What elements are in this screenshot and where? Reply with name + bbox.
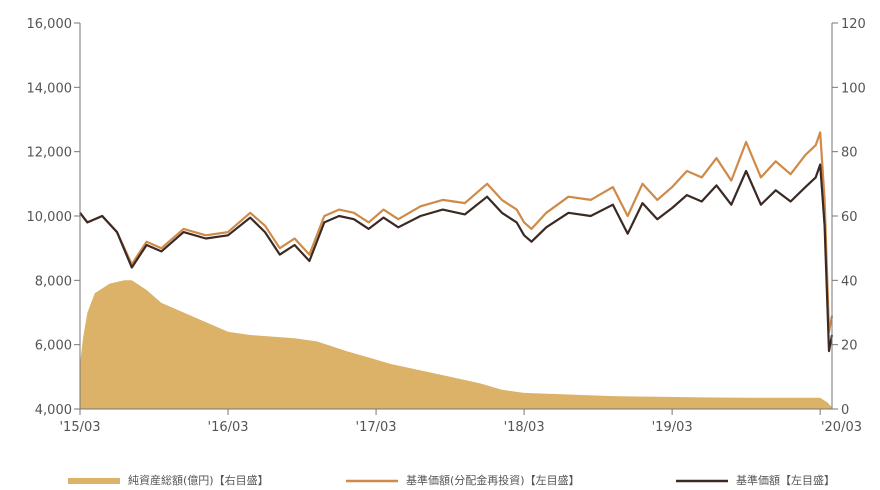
y-right-tick-label: 40 — [841, 274, 858, 289]
y-left-tick-label: 14,000 — [27, 81, 73, 96]
y-right-tick-label: 60 — [841, 210, 858, 225]
x-tick-label: '15/03 — [59, 420, 100, 435]
y-right-tick-label: 0 — [841, 403, 849, 418]
legend-label-net-assets: 純資産総額(億円)【右目盛】 — [128, 473, 269, 487]
y-right-tick-label: 80 — [841, 146, 858, 161]
area-layer — [80, 280, 832, 409]
legend-label-nav: 基準価額【左目盛】 — [736, 473, 835, 487]
y-right-tick-label: 100 — [841, 81, 866, 96]
series-reinvested-line — [79, 131, 834, 333]
y-left-tick-label: 4,000 — [35, 403, 72, 418]
x-tick-label: '19/03 — [652, 420, 693, 435]
legend-label-reinvested: 基準価額(分配金再投資)【左目盛】 — [406, 473, 580, 487]
y-right-tick-label: 20 — [841, 339, 858, 354]
x-tick-label: '20/03 — [821, 420, 862, 435]
series-net-assets-area — [80, 280, 832, 409]
y-left-tick-label: 12,000 — [27, 146, 73, 161]
tick-layer: 4,000 6,000 8,000 10,000 12,000 14,000 16,000 0… — [27, 17, 866, 435]
x-tick-label: '16/03 — [208, 420, 249, 435]
y-left-tick-label: 16,000 — [27, 17, 73, 32]
y-left-tick-label: 6,000 — [35, 339, 72, 354]
series-nav-line — [79, 163, 834, 353]
y-left-tick-label: 8,000 — [35, 274, 72, 289]
axis-layer — [74, 22, 838, 415]
x-tick-label: '17/03 — [356, 420, 397, 435]
x-tick-label: '18/03 — [504, 420, 545, 435]
y-right-tick-label: 120 — [841, 17, 866, 32]
legend: 純資産総額(億円)【右目盛】 基準価額(分配金再投資)【左目盛】 基準価額【左目… — [68, 473, 835, 487]
legend-swatch-net-assets — [68, 478, 120, 484]
y-left-tick-label: 10,000 — [27, 210, 73, 225]
line-layer — [79, 131, 834, 353]
